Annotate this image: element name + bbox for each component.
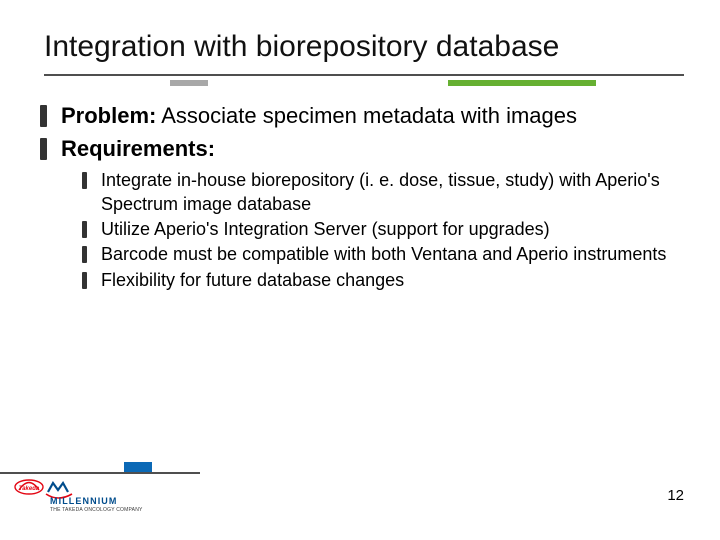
bullet-level2: Barcode must be compatible with both Ven… [82,243,680,266]
bullet-level1: Requirements: [40,135,680,164]
millennium-logo-icon: Takeda MILLENNIUM [14,478,144,506]
bullet-icon [82,246,87,263]
bullet-text: Integrate in-house biorepository (i. e. … [101,169,680,216]
bullet-icon [40,105,47,127]
bullet-level2: Utilize Aperio's Integration Server (sup… [82,218,680,241]
bullet-text: Utilize Aperio's Integration Server (sup… [101,218,680,241]
bullet-text: Problem: Associate specimen metadata wit… [61,102,680,131]
title-accent-green [448,80,596,86]
slide-title: Integration with biorepository database [44,30,559,64]
bullet-text: Requirements: [61,135,680,164]
footer-accent-blue [124,462,152,472]
page-number: 12 [667,487,684,504]
bullet-icon [82,172,87,189]
bullet-icon [40,138,47,160]
bullet-level2: Integrate in-house biorepository (i. e. … [82,169,680,216]
sub-bullet-list: Integrate in-house biorepository (i. e. … [82,169,680,292]
bullet-level2: Flexibility for future database changes [82,269,680,292]
title-accent-grey [170,80,208,86]
slide: Integration with biorepository database … [0,0,720,540]
footer-divider [0,472,200,474]
content-area: Problem: Associate specimen metadata wit… [40,102,680,294]
svg-text:Takeda: Takeda [19,486,40,492]
bullet-icon [82,272,87,289]
company-logo: Takeda MILLENNIUM THE TAKEDA ONCOLOGY CO… [14,478,144,513]
bullet-icon [82,221,87,238]
logo-subtext: THE TAKEDA ONCOLOGY COMPANY [50,507,144,513]
logo-primary-text: MILLENNIUM [50,496,118,506]
title-divider [44,74,684,76]
bullet-text: Barcode must be compatible with both Ven… [101,243,680,266]
bullet-text: Flexibility for future database changes [101,269,680,292]
bullet-level1: Problem: Associate specimen metadata wit… [40,102,680,131]
